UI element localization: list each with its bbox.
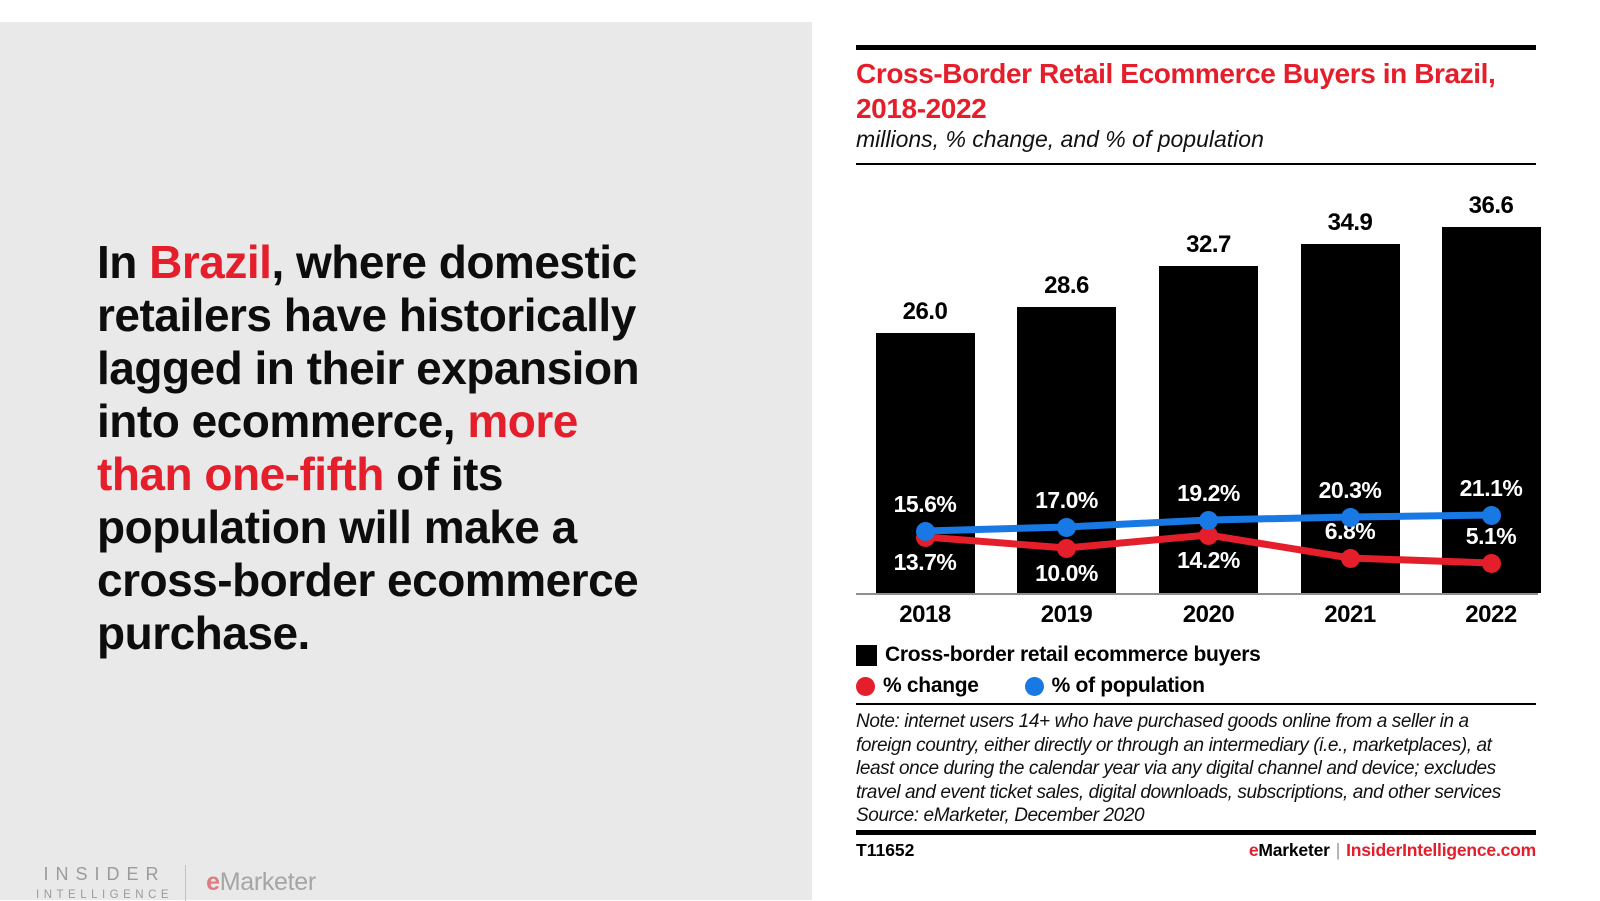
footer-separator: | — [1335, 840, 1341, 860]
footer-rule — [856, 830, 1536, 835]
bar-2018 — [875, 333, 975, 593]
legend-item-buyers: Cross-border retail ecommerce buyers — [856, 643, 1261, 667]
bar-value-label-2022: 36.6 — [1468, 192, 1514, 219]
of-population-dot-2020 — [1199, 510, 1218, 530]
of-population-label-2018: 15.6% — [893, 491, 957, 517]
change-label-2020: 14.2% — [1177, 547, 1240, 573]
subtitle-rule — [856, 163, 1536, 165]
bar-2021 — [1300, 244, 1400, 593]
legend-row-lines: % change % of population — [856, 674, 1205, 698]
x-tick-2018: 2018 — [899, 601, 951, 628]
footer-site: InsiderIntelligence.com — [1346, 840, 1536, 860]
footnote-line: foreign country, either directly or thro… — [856, 734, 1492, 756]
change-dot-2019 — [1057, 538, 1076, 558]
quote-statement: In Brazil, where domestic retailers have… — [97, 236, 757, 660]
legend-population-label: % of population — [1051, 674, 1205, 697]
x-tick-2019: 2019 — [1040, 601, 1093, 628]
emarketer-logo-e: e — [206, 868, 220, 896]
x-tick-2022: 2022 — [1465, 601, 1517, 628]
footnote-line: travel and event ticket sales, digital d… — [856, 781, 1501, 803]
top-rule — [856, 45, 1536, 50]
population-dot-icon — [1024, 676, 1044, 696]
legend-item-pct-change: % change — [856, 674, 979, 698]
plot-area: 26.0 28.6 32.7 34.9 36.6 13.7% 10.0% 14.2% 6.8% 5… — [856, 180, 1546, 595]
legend-buyers-label: Cross-border retail ecommerce buyers — [885, 643, 1261, 666]
footnote-line: Note: internet users 14+ who have purcha… — [856, 711, 1469, 732]
change-label-2019: 10.0% — [1035, 560, 1098, 586]
change-label-2022: 5.1% — [1465, 523, 1517, 549]
pct-change-dot-icon — [856, 676, 875, 696]
chart-title-line1: Cross-Border Retail Ecommerce Buyers in … — [856, 58, 1496, 89]
bar-value-label-2020: 32.7 — [1186, 231, 1231, 258]
footer-brand: eMarketer | InsiderIntelligence.com — [1249, 840, 1536, 861]
chart-title-line2: 2018-2022 — [856, 93, 987, 124]
change-dot-2020 — [1199, 525, 1218, 545]
of-population-dot-2019 — [1057, 517, 1076, 537]
statement-highlight: more than one-fifth — [97, 395, 578, 500]
chart-subtitle: millions, % change, and % of population — [856, 126, 1264, 152]
statement-highlight: Brazil — [149, 236, 272, 288]
statement-text: In — [97, 236, 150, 288]
bar-swatch-icon — [856, 644, 877, 666]
legend-item-population: % of population — [1024, 674, 1205, 698]
of-population-label-2021: 20.3% — [1318, 477, 1382, 503]
footnote-line: least once during the calendar year via … — [856, 758, 1496, 779]
emarketer-logo-rest: Marketer — [219, 868, 317, 896]
statement-text: of its population will make a cross-bord… — [97, 448, 639, 659]
of-population-dot-2021 — [1340, 507, 1360, 527]
statement-text: , where domestic retailers have historic… — [97, 236, 640, 447]
legend-bottom-rule — [856, 703, 1536, 705]
legend-row-bars: Cross-border retail ecommerce buyers — [856, 643, 1261, 667]
change-dot-2022 — [1481, 553, 1501, 573]
left-quote-panel: In Brazil, where domestic retailers have… — [0, 22, 812, 901]
footnote: Note: internet users 14+ who have purcha… — [856, 710, 1600, 828]
insider-logo-line2: INTELLIGENCE — [36, 889, 174, 901]
logo-divider — [185, 864, 187, 901]
insider-intelligence-logo: INSIDER INTELLIGENCE — [36, 864, 173, 901]
x-tick-2021: 2021 — [1324, 601, 1376, 628]
brand-logos: INSIDER INTELLIGENCE eMarketer — [36, 864, 316, 901]
x-axis-labels: 2018 2019 2020 2021 2022 — [856, 601, 1546, 631]
bar-value-label-2021: 34.9 — [1327, 209, 1373, 236]
bar-value-label-2018: 26.0 — [902, 298, 948, 325]
footer: T11652 eMarketer | InsiderIntelligence.com — [856, 840, 1536, 861]
chart-id: T11652 — [856, 840, 915, 860]
of-population-label-2019: 17.0% — [1035, 487, 1098, 513]
source-line: Source: eMarketer, December 2020 — [856, 805, 1145, 826]
chart-title: Cross-Border Retail Ecommerce Buyers in … — [856, 56, 1546, 126]
legend-pct-change-label: % change — [883, 674, 979, 697]
footer-brand-e: e — [1248, 840, 1259, 860]
change-dot-2021 — [1340, 548, 1360, 568]
bar-value-label-2019: 28.6 — [1044, 272, 1089, 299]
insider-logo-line1: INSIDER — [43, 864, 166, 884]
footer-brand-rest: Marketer — [1258, 840, 1330, 860]
bar-2022 — [1441, 227, 1541, 593]
x-axis-line — [856, 593, 1538, 595]
emarketer-logo: eMarketer — [206, 868, 316, 897]
of-population-dot-2018 — [915, 521, 935, 541]
of-population-label-2022: 21.1% — [1459, 475, 1523, 501]
of-population-dot-2022 — [1481, 505, 1501, 525]
of-population-label-2020: 19.2% — [1177, 480, 1240, 506]
x-tick-2020: 2020 — [1182, 601, 1235, 628]
change-label-2018: 13.7% — [893, 549, 957, 575]
